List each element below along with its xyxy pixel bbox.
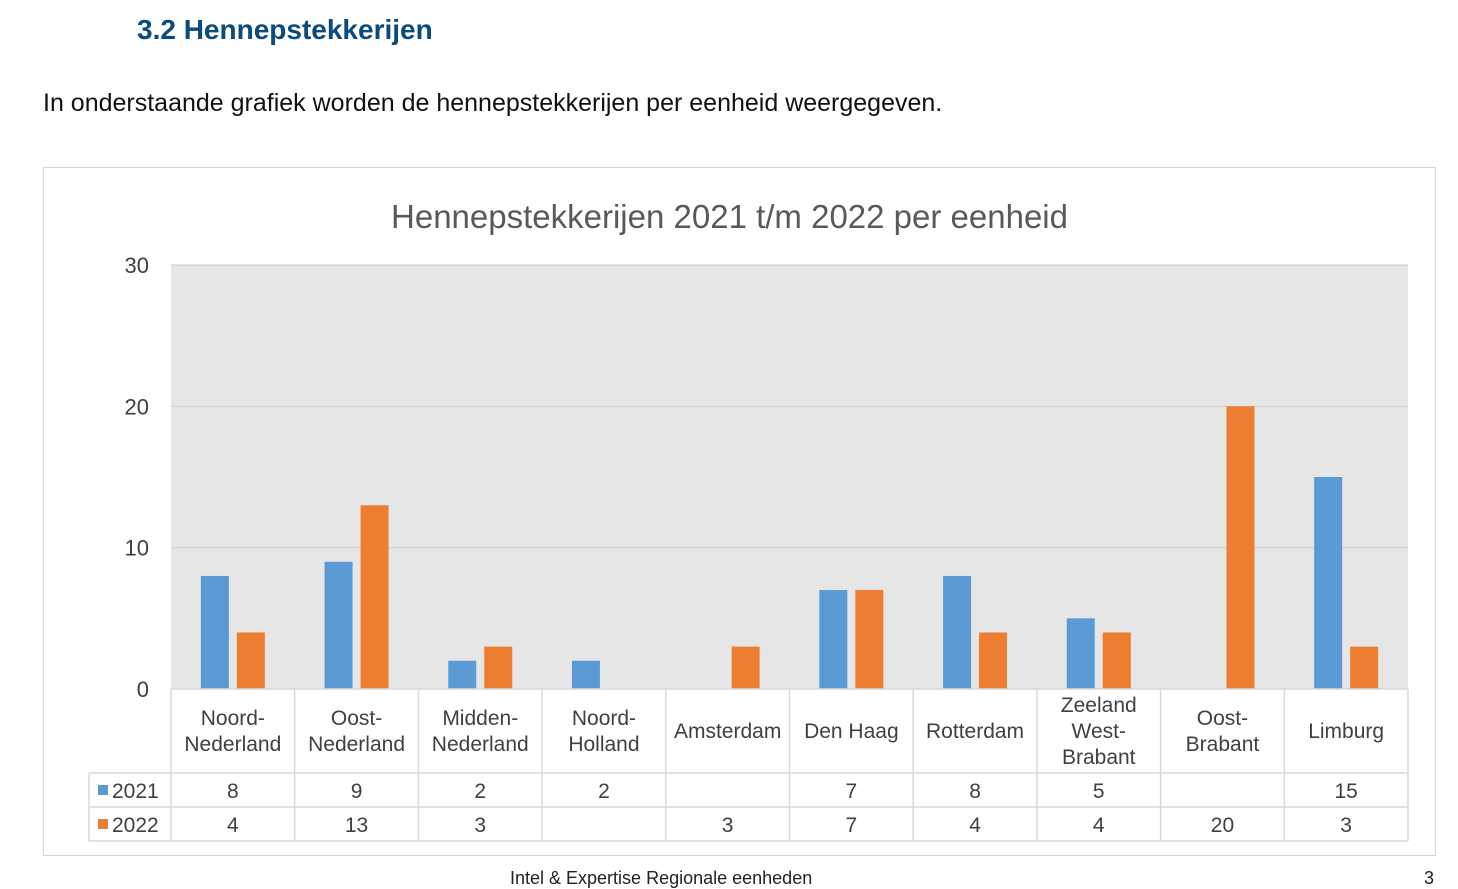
x-tick-label: Oost- xyxy=(1197,707,1248,730)
bar-2022 xyxy=(731,646,760,689)
bar-2022 xyxy=(360,505,389,689)
x-tick-label: Nederland xyxy=(432,733,529,756)
x-tick-label: Brabant xyxy=(1186,733,1260,756)
data-table-value: 4 xyxy=(969,814,981,837)
y-tick-label: 30 xyxy=(125,253,149,278)
data-table-value: 20 xyxy=(1211,814,1234,837)
page-number: 3 xyxy=(1424,868,1435,888)
data-table-value: 3 xyxy=(722,814,734,837)
x-tick-label: Rotterdam xyxy=(926,720,1024,743)
bar-2021 xyxy=(1066,618,1095,689)
data-table-value: 15 xyxy=(1334,780,1357,803)
data-table-value: 8 xyxy=(227,780,239,803)
x-tick-label: Amsterdam xyxy=(674,720,781,743)
bar-2021 xyxy=(943,575,972,689)
data-table-value: 3 xyxy=(474,814,486,837)
legend-key-2021 xyxy=(98,785,108,795)
plot-area xyxy=(171,265,1408,689)
section-heading: 3.2 Hennepstekkerijen xyxy=(137,14,433,45)
data-table-value: 4 xyxy=(227,814,239,837)
x-tick-label: Midden- xyxy=(442,707,518,730)
bar-2022 xyxy=(1102,632,1131,689)
bar-2021 xyxy=(200,575,229,689)
x-tick-label: West- xyxy=(1072,720,1126,743)
bar-2021 xyxy=(571,660,600,689)
intro-paragraph: In onderstaande grafiek worden de hennep… xyxy=(43,89,943,117)
page-footer: Intel & Expertise Regionale eenheden xyxy=(510,868,813,888)
x-tick-label: Nederland xyxy=(184,733,281,756)
data-table-value: 2 xyxy=(474,780,486,803)
chart-title: Hennepstekkerijen 2021 t/m 2022 per eenh… xyxy=(391,198,1068,235)
bar-2021 xyxy=(448,660,477,689)
data-table-value: 7 xyxy=(846,780,858,803)
x-tick-label: Oost- xyxy=(331,707,382,730)
x-tick-label: Limburg xyxy=(1308,720,1384,743)
data-table-value: 13 xyxy=(345,814,368,837)
x-tick-label: Brabant xyxy=(1062,746,1136,769)
bar-2022 xyxy=(979,632,1008,689)
x-tick-label: Holland xyxy=(568,733,639,756)
y-tick-label: 10 xyxy=(125,536,149,561)
chart-container: Hennepstekkerijen 2021 t/m 2022 per eenh… xyxy=(43,167,1436,856)
y-tick-label: 0 xyxy=(137,677,149,702)
bar-2022 xyxy=(236,632,265,689)
data-table-value: 5 xyxy=(1093,780,1105,803)
data-table-value: 8 xyxy=(969,780,981,803)
x-tick-label: Nederland xyxy=(308,733,405,756)
data-table-value: 9 xyxy=(351,780,363,803)
legend-label: 2022 xyxy=(112,814,159,837)
bar-2021 xyxy=(1314,477,1343,689)
x-tick-label: Noord- xyxy=(201,707,265,730)
legend-key-2022 xyxy=(98,819,108,829)
data-table-value: 4 xyxy=(1093,814,1105,837)
bar-2022 xyxy=(1350,646,1379,689)
data-table-value: 7 xyxy=(846,814,858,837)
bar-2022 xyxy=(484,646,513,689)
x-tick-label: Zeeland xyxy=(1061,694,1137,717)
x-tick-label: Noord- xyxy=(572,707,636,730)
bar-2022 xyxy=(1226,406,1255,689)
bar-chart: Hennepstekkerijen 2021 t/m 2022 per eenh… xyxy=(88,198,1409,842)
y-tick-label: 20 xyxy=(125,394,149,419)
data-table-value: 3 xyxy=(1340,814,1352,837)
data-table-value: 2 xyxy=(598,780,610,803)
legend-label: 2021 xyxy=(112,780,159,803)
bar-2022 xyxy=(855,590,884,689)
bar-2021 xyxy=(324,561,353,689)
bar-2021 xyxy=(819,590,848,689)
x-tick-label: Den Haag xyxy=(804,720,899,743)
